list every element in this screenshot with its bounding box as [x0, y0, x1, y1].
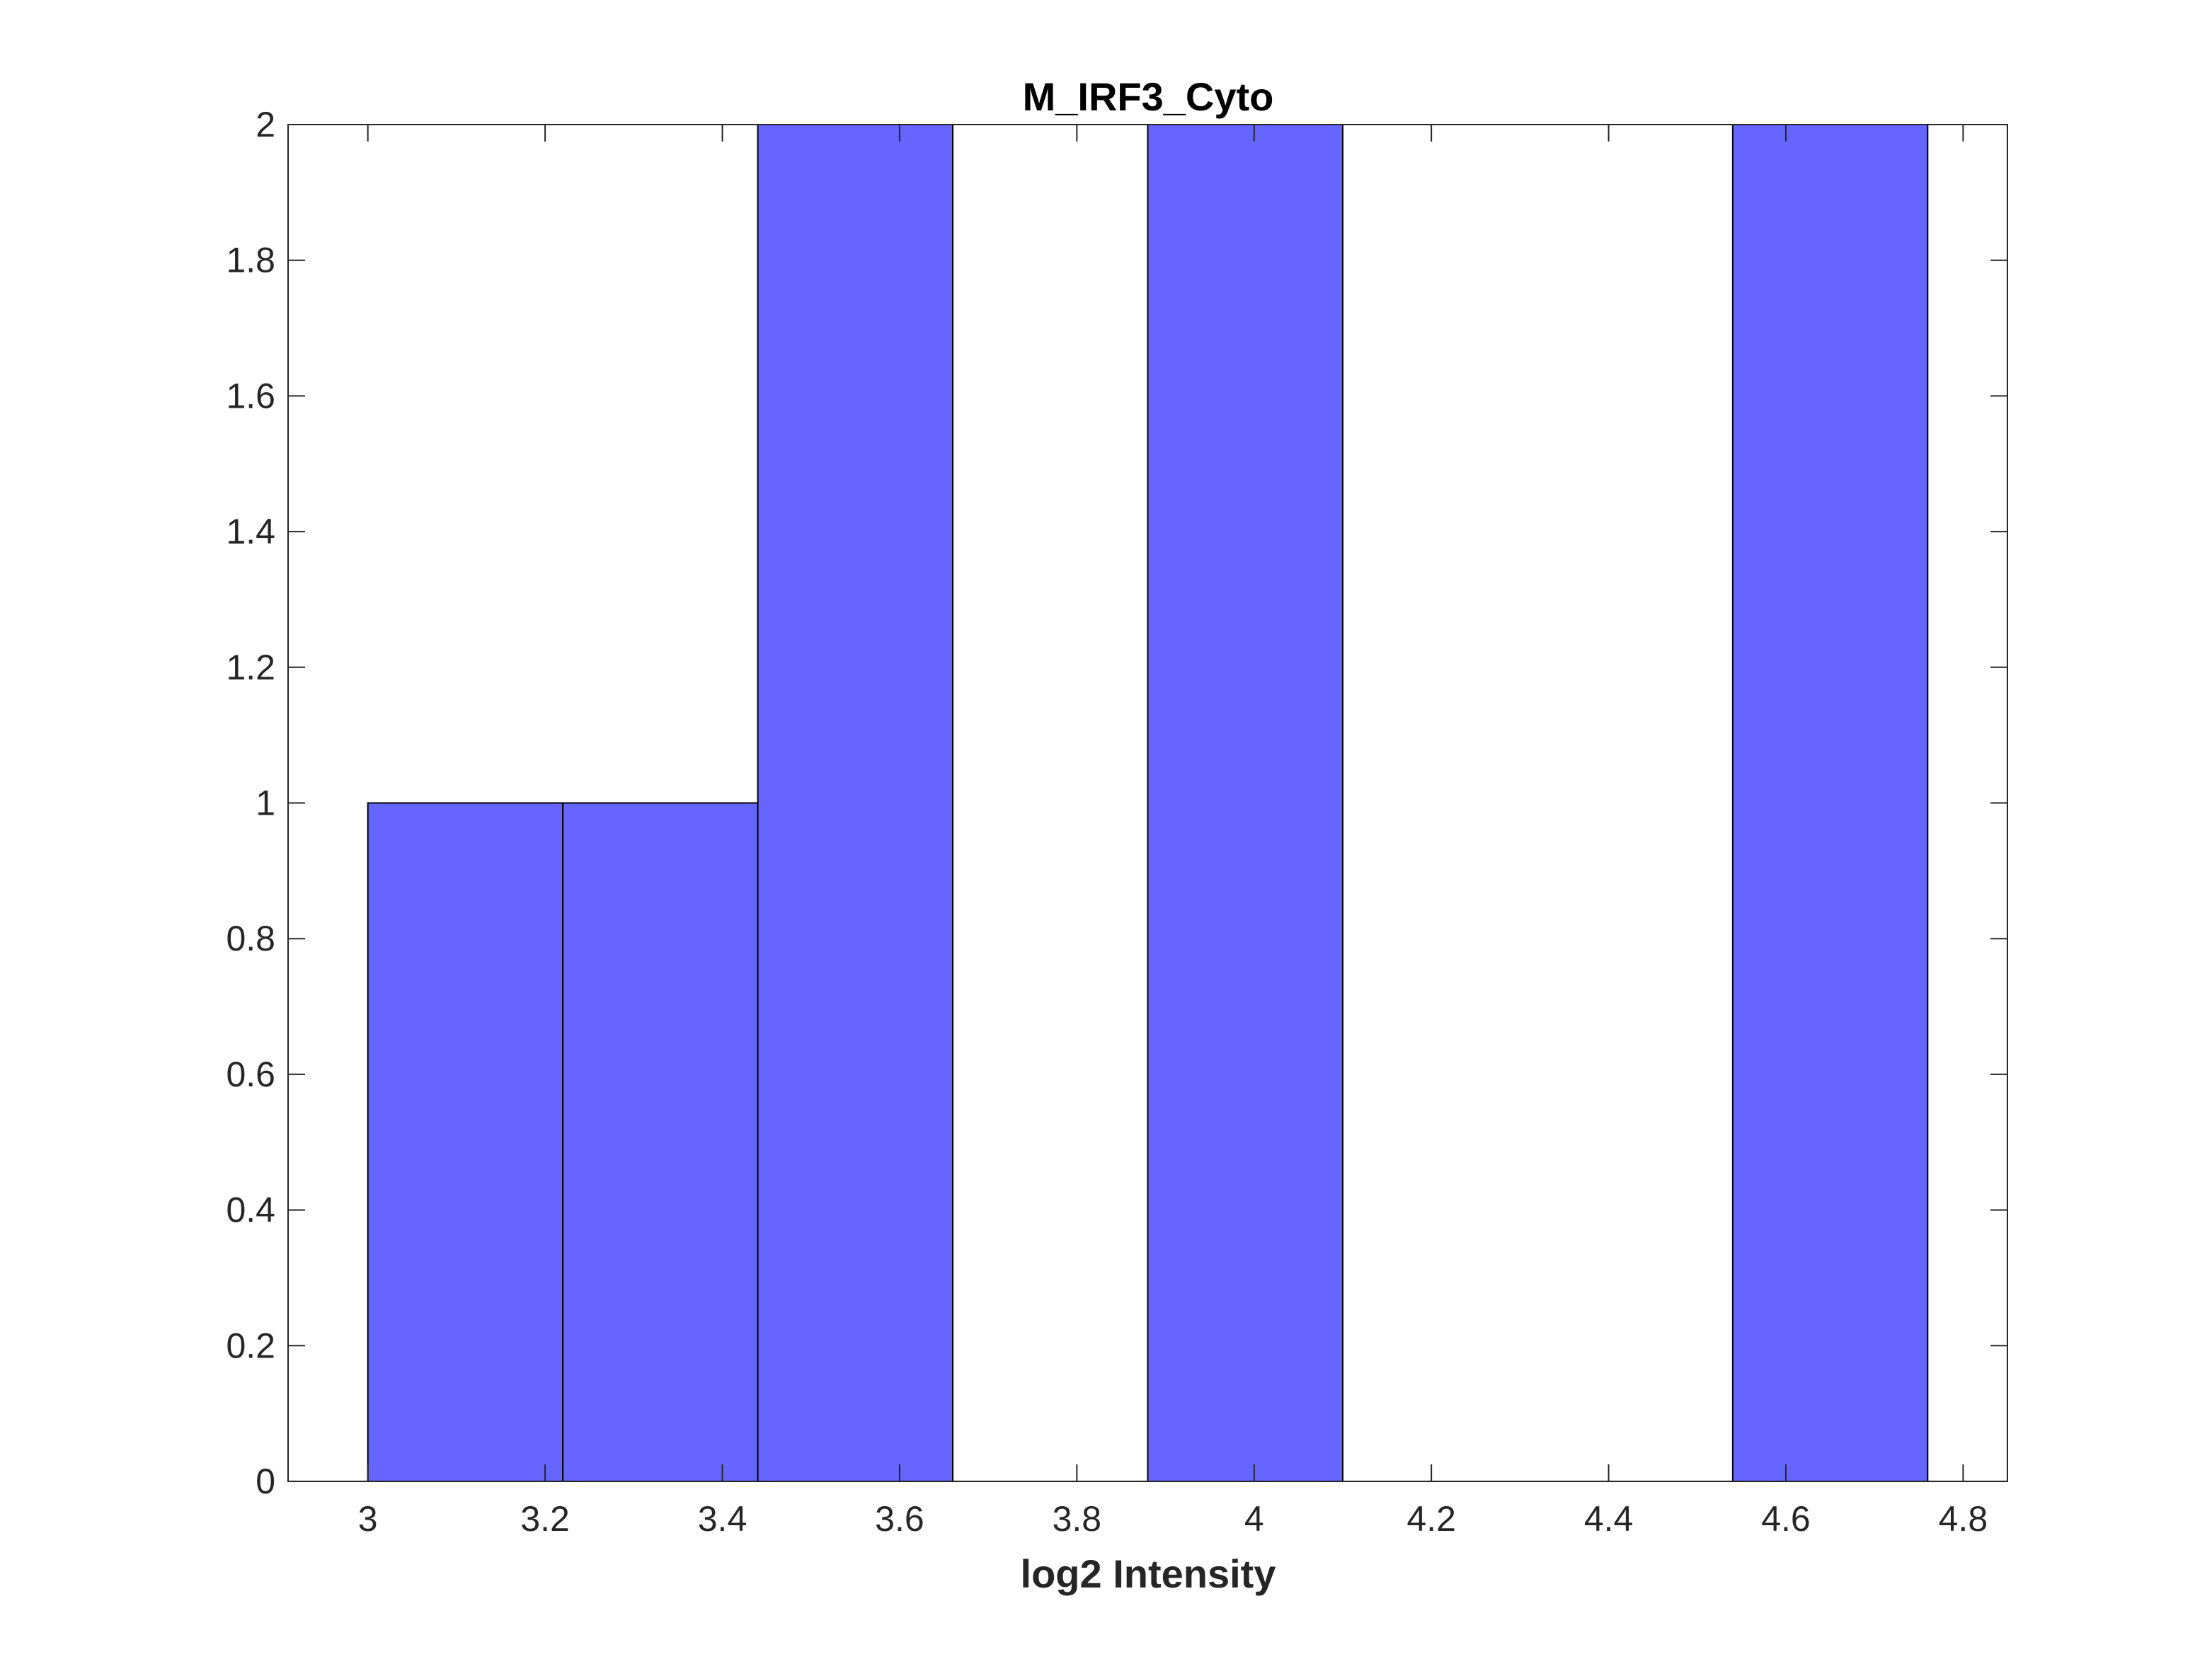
y-tick-label: 1.4: [226, 512, 275, 551]
x-tick-label: 3.6: [875, 1499, 924, 1539]
x-tick-label: 3.8: [1053, 1499, 1102, 1539]
y-tick-label: 0: [256, 1462, 275, 1501]
y-tick-label: 0.2: [226, 1326, 275, 1365]
histogram-bar-7: [1731, 124, 1929, 1482]
bars-group: [367, 124, 1929, 1482]
y-tick-label: 0.8: [226, 919, 275, 958]
histogram-bar-1: [562, 802, 759, 1482]
histogram-bar-4: [1147, 124, 1343, 1482]
y-tick-label: 1: [256, 783, 275, 823]
y-tick-labels: 0 0.2 0.4 0.6 0.8 1 1.2 1.4 1.6 1.8 2: [226, 105, 275, 1501]
x-axis-label: log2 Intensity: [1021, 1551, 1276, 1596]
x-tick-label: 3.2: [520, 1499, 570, 1539]
y-tick-label: 1.2: [226, 648, 275, 687]
x-tick-label: 4.2: [1406, 1499, 1456, 1539]
y-tick-label: 2: [256, 105, 275, 144]
y-tick-label: 1.6: [226, 376, 275, 415]
axes-box: [287, 124, 2008, 1482]
x-tick-labels: 3 3.2 3.4 3.6 3.8 4 4.2 4.4 4.6 4.8: [358, 1499, 1988, 1539]
y-tick-label: 1.8: [226, 241, 275, 280]
histogram-bar-0: [367, 802, 564, 1482]
y-tick-label: 0.4: [226, 1190, 275, 1230]
x-tick-label: 3.4: [698, 1499, 747, 1539]
x-tick-label: 4.4: [1584, 1499, 1634, 1539]
x-tick-label: 4: [1244, 1499, 1264, 1539]
x-tick-label: 4.8: [1939, 1499, 1988, 1539]
x-tick-label: 3: [358, 1499, 378, 1539]
y-tick-label: 0.6: [226, 1055, 275, 1094]
chart-title: M_IRF3_Cyto: [1023, 74, 1274, 119]
ticks-group: [288, 124, 2007, 1482]
histogram-bar-2: [757, 124, 954, 1482]
x-tick-label: 4.6: [1761, 1499, 1811, 1539]
